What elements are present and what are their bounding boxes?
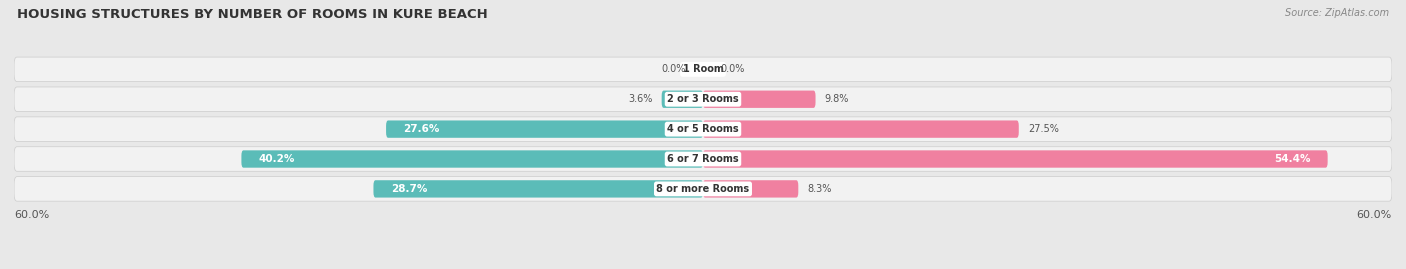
FancyBboxPatch shape: [14, 177, 1392, 201]
Text: 9.8%: 9.8%: [825, 94, 849, 104]
FancyBboxPatch shape: [14, 87, 1392, 111]
Text: 0.0%: 0.0%: [661, 64, 686, 74]
Text: 4 or 5 Rooms: 4 or 5 Rooms: [668, 124, 738, 134]
Text: 8.3%: 8.3%: [807, 184, 832, 194]
Text: HOUSING STRUCTURES BY NUMBER OF ROOMS IN KURE BEACH: HOUSING STRUCTURES BY NUMBER OF ROOMS IN…: [17, 8, 488, 21]
FancyBboxPatch shape: [14, 147, 1392, 171]
FancyBboxPatch shape: [662, 91, 703, 108]
Text: 8 or more Rooms: 8 or more Rooms: [657, 184, 749, 194]
Text: 54.4%: 54.4%: [1274, 154, 1310, 164]
Text: 0.0%: 0.0%: [720, 64, 745, 74]
Text: Source: ZipAtlas.com: Source: ZipAtlas.com: [1285, 8, 1389, 18]
Text: 40.2%: 40.2%: [259, 154, 295, 164]
FancyBboxPatch shape: [14, 57, 1392, 82]
Text: 1 Room: 1 Room: [682, 64, 724, 74]
Text: 60.0%: 60.0%: [1357, 210, 1392, 220]
FancyBboxPatch shape: [703, 121, 1019, 138]
FancyBboxPatch shape: [14, 117, 1392, 141]
Text: 2 or 3 Rooms: 2 or 3 Rooms: [668, 94, 738, 104]
FancyBboxPatch shape: [374, 180, 703, 197]
Text: 60.0%: 60.0%: [14, 210, 49, 220]
FancyBboxPatch shape: [387, 121, 703, 138]
Text: 3.6%: 3.6%: [628, 94, 652, 104]
FancyBboxPatch shape: [242, 150, 703, 168]
Text: 27.6%: 27.6%: [404, 124, 440, 134]
Text: 27.5%: 27.5%: [1028, 124, 1059, 134]
Text: 28.7%: 28.7%: [391, 184, 427, 194]
FancyBboxPatch shape: [703, 180, 799, 197]
Text: 6 or 7 Rooms: 6 or 7 Rooms: [668, 154, 738, 164]
FancyBboxPatch shape: [703, 150, 1327, 168]
FancyBboxPatch shape: [703, 91, 815, 108]
